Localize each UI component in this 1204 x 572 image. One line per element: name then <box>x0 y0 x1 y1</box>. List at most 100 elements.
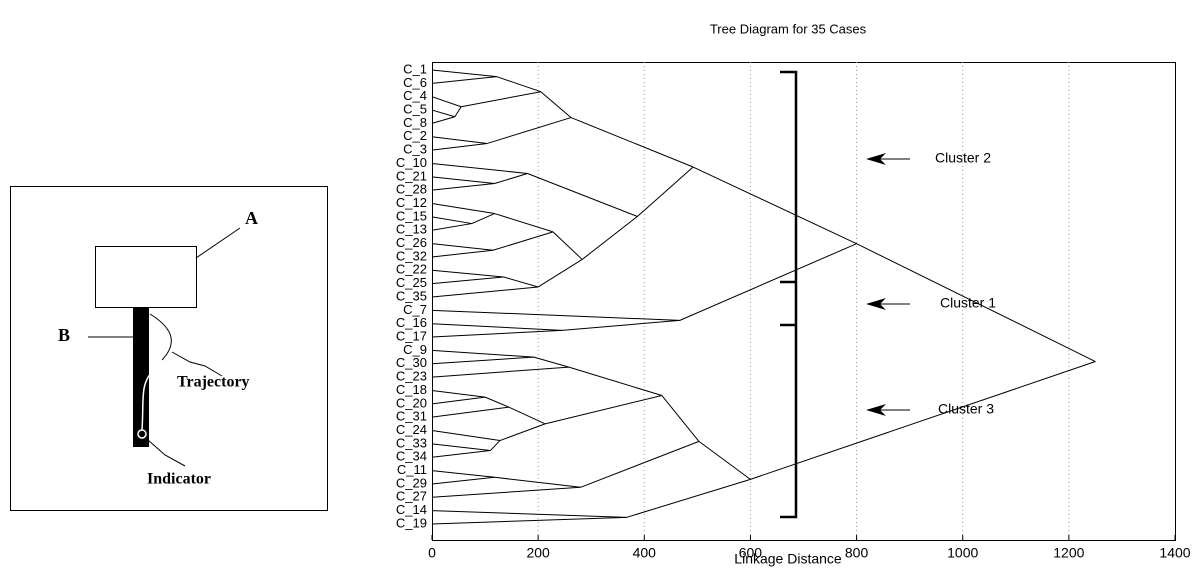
leader-a <box>195 227 241 259</box>
trajectory-inside <box>141 313 170 431</box>
leader-indicator <box>147 439 186 467</box>
annotation-label: Cluster 1 <box>940 295 996 311</box>
leaf-label: C_21 <box>396 168 427 183</box>
annotation-label: Cluster 2 <box>935 150 991 166</box>
branch <box>431 136 488 144</box>
plot-frame <box>432 62 1176 541</box>
leaf-label: C_30 <box>396 355 427 370</box>
leaf-label: C_35 <box>396 288 427 303</box>
branch <box>431 323 563 331</box>
leaf-label: C_3 <box>403 142 427 157</box>
branch <box>568 366 662 396</box>
branch <box>692 166 857 245</box>
arrow-head <box>866 404 886 416</box>
branch <box>552 231 583 260</box>
branch <box>431 476 495 485</box>
leaf-label: C_26 <box>396 235 427 250</box>
leaf-label: C_11 <box>397 462 427 477</box>
x-tick-label: 400 <box>633 545 657 561</box>
branch <box>431 329 563 338</box>
branch <box>570 117 694 168</box>
x-tick-label: 800 <box>845 545 869 561</box>
branch <box>637 166 694 217</box>
leaf-label: C_16 <box>396 315 427 330</box>
branch <box>484 396 510 408</box>
leaf-label: C_27 <box>396 489 427 504</box>
branch <box>431 109 455 118</box>
handle-b <box>133 307 149 447</box>
branch <box>431 162 528 174</box>
leaf-label: C_28 <box>396 182 427 197</box>
leaf-label: C_10 <box>396 155 427 170</box>
branch <box>471 213 495 225</box>
leaf-label: C_14 <box>396 502 427 517</box>
branch <box>431 470 495 478</box>
branch <box>496 76 541 93</box>
branch <box>431 203 495 215</box>
arrow-head <box>866 298 886 310</box>
leaf-label: C_22 <box>396 262 427 277</box>
leaf-label: C_2 <box>403 128 427 143</box>
branch <box>661 395 700 442</box>
x-tick-label: 600 <box>739 545 763 561</box>
label-indicator: Indicator <box>147 471 211 488</box>
branch <box>527 173 638 217</box>
leaf-label: C_4 <box>403 88 427 103</box>
branch <box>431 486 581 498</box>
leaf-label: C_18 <box>396 382 427 397</box>
leaf-label: C_7 <box>403 302 427 317</box>
label-a: A <box>245 208 258 228</box>
label-b: B <box>58 325 70 345</box>
branch <box>431 349 534 358</box>
x-axis-label: Linkage Distance <box>734 551 842 567</box>
leaf-label: C_23 <box>396 369 427 384</box>
leaf-label: C_9 <box>403 342 427 357</box>
cluster-bracket <box>780 70 798 519</box>
annotation-label: Cluster 3 <box>938 401 994 417</box>
branch <box>431 510 627 518</box>
leaf-label: C_8 <box>403 115 427 130</box>
branch <box>431 76 497 84</box>
trajectory-curve <box>149 313 172 361</box>
leaf-label: C_20 <box>396 395 427 410</box>
branch <box>431 69 497 78</box>
branch <box>494 476 581 488</box>
branch <box>431 216 472 225</box>
x-tick-label: 200 <box>526 545 550 561</box>
branch <box>431 223 472 231</box>
branch <box>431 516 627 525</box>
branch <box>431 366 569 378</box>
branch <box>431 249 494 258</box>
leaf-label: C_15 <box>396 208 427 223</box>
leaf-label: C_34 <box>396 449 427 464</box>
branch <box>494 213 554 233</box>
branch <box>537 259 583 288</box>
leaf-label: C_29 <box>396 475 427 490</box>
branch <box>580 440 700 488</box>
branch <box>490 440 501 451</box>
leaf-label: C_6 <box>403 75 427 90</box>
branch <box>679 243 857 321</box>
leaf-label: C_19 <box>396 515 427 530</box>
branch <box>431 450 491 458</box>
branch <box>431 116 455 124</box>
branch <box>431 142 488 151</box>
branch <box>492 231 554 251</box>
chart-title: Tree Diagram for 35 Cases <box>710 21 867 36</box>
branch <box>544 394 662 425</box>
branch <box>431 243 494 251</box>
box-a <box>95 246 197 308</box>
dendrogram-chart: Tree Diagram for 35 Cases Linkage Distan… <box>396 21 1191 566</box>
leader-trajectory <box>171 351 223 377</box>
leaf-label: C_5 <box>403 101 427 116</box>
branch <box>431 389 486 398</box>
branch <box>431 430 501 442</box>
leaf-label: C_31 <box>396 409 427 424</box>
label-trajectory: Trajectory <box>177 374 250 391</box>
leaf-label: C_13 <box>396 222 427 237</box>
leaf-label: C_17 <box>396 328 427 343</box>
diagram-frame <box>10 186 328 511</box>
branch <box>431 309 680 321</box>
leaf-label: C_33 <box>396 435 427 450</box>
